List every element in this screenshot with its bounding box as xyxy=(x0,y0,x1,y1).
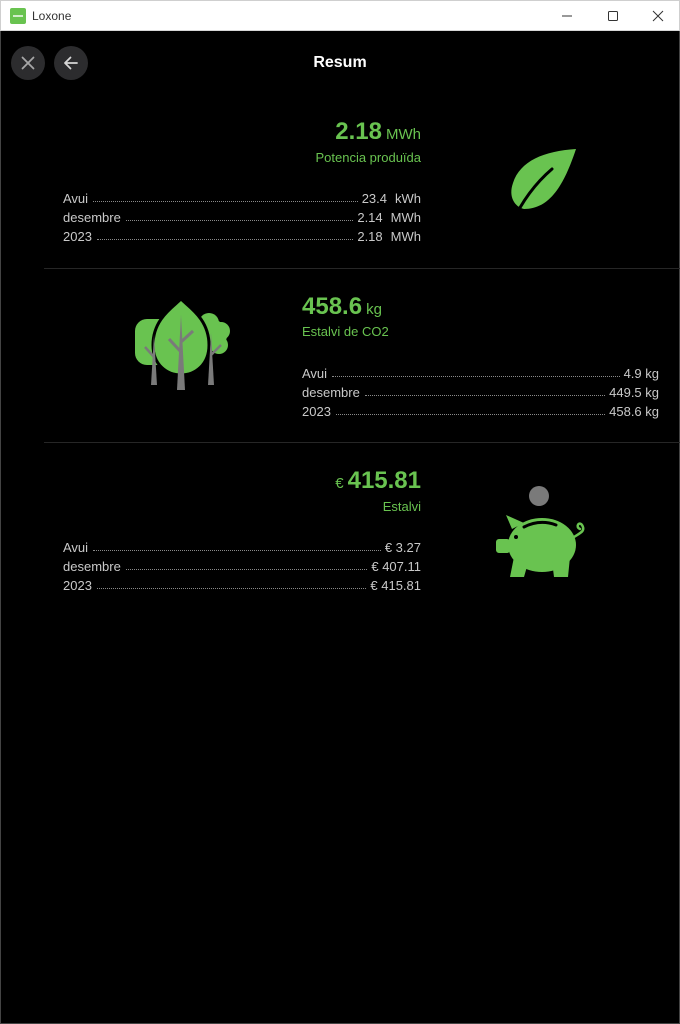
row-value: 23.4 xyxy=(361,191,387,206)
section-divider xyxy=(44,442,680,443)
energy-breakdown: Avui 23.4 kWh desembre 2.14 MWh 2023 2.18 MWh xyxy=(63,187,421,244)
row-label: desembre xyxy=(63,210,121,225)
window-title: Loxone xyxy=(32,9,72,23)
arrow-left-icon xyxy=(64,56,78,70)
energy-total-unit: MWh xyxy=(386,126,421,143)
row-value: 2.14 xyxy=(357,210,383,225)
row-value: 4.9 kg xyxy=(623,366,659,381)
minimize-icon xyxy=(562,15,572,17)
co2-row-month: desembre 449.5 kg xyxy=(302,381,659,400)
row-label: desembre xyxy=(302,385,360,400)
row-unit: kWh xyxy=(395,191,421,206)
co2-total-value: 458.6 xyxy=(302,293,363,320)
trees-icon xyxy=(133,296,233,397)
section-divider xyxy=(44,268,680,269)
savings-row-today: Avui € 3.27 xyxy=(63,536,421,555)
energy-label: Potencia produïda xyxy=(315,150,421,165)
close-icon xyxy=(21,56,35,70)
energy-row-today: Avui 23.4 kWh xyxy=(63,187,421,206)
close-icon xyxy=(652,10,664,22)
savings-breakdown: Avui € 3.27 desembre € 407.11 2023 € 415.81 xyxy=(63,536,421,593)
piggy-bank-icon xyxy=(494,485,586,585)
row-value: 449.5 kg xyxy=(609,385,659,400)
row-label: desembre xyxy=(63,559,121,574)
co2-breakdown: Avui 4.9 kg desembre 449.5 kg 2023 458.6 kg xyxy=(302,362,659,419)
energy-total: 2.18 MWh xyxy=(335,118,421,146)
window-titlebar: Loxone xyxy=(0,0,680,31)
co2-total: 458.6 kg xyxy=(302,293,382,321)
row-label: 2023 xyxy=(63,578,92,593)
row-label: Avui xyxy=(302,366,328,381)
leaf-icon xyxy=(506,147,578,230)
row-label: Avui xyxy=(63,191,89,206)
co2-total-unit: kg xyxy=(366,301,382,318)
page-title: Resum xyxy=(313,54,367,71)
energy-row-year: 2023 2.18 MWh xyxy=(63,225,421,244)
minimize-button[interactable] xyxy=(544,1,590,31)
close-button[interactable] xyxy=(11,46,45,80)
loxone-app-icon xyxy=(10,8,26,24)
co2-row-today: Avui 4.9 kg xyxy=(302,362,659,381)
savings-total-value: 415.81 xyxy=(347,467,421,494)
back-button[interactable] xyxy=(54,46,88,80)
row-unit: MWh xyxy=(390,210,421,225)
row-label: 2023 xyxy=(302,404,331,419)
row-value: 2.18 xyxy=(357,229,383,244)
savings-row-month: desembre € 407.11 xyxy=(63,555,421,574)
maximize-icon xyxy=(608,11,618,21)
savings-row-year: 2023 € 415.81 xyxy=(63,574,421,593)
row-label: Avui xyxy=(63,540,89,555)
savings-label: Estalvi xyxy=(382,499,421,514)
row-unit: MWh xyxy=(390,229,421,244)
row-value: € 407.11 xyxy=(371,559,421,574)
row-value: 458.6 kg xyxy=(609,404,659,419)
row-value: € 3.27 xyxy=(384,540,421,555)
row-value: € 415.81 xyxy=(370,578,421,593)
energy-total-value: 2.18 xyxy=(335,118,382,145)
co2-label: Estalvi de CO2 xyxy=(302,324,389,339)
savings-total: €415.81 xyxy=(335,467,421,495)
co2-row-year: 2023 458.6 kg xyxy=(302,400,659,419)
savings-currency: € xyxy=(335,475,344,492)
window-close-button[interactable] xyxy=(635,1,680,31)
maximize-button[interactable] xyxy=(590,1,636,31)
row-label: 2023 xyxy=(63,229,92,244)
energy-row-month: desembre 2.14 MWh xyxy=(63,206,421,225)
